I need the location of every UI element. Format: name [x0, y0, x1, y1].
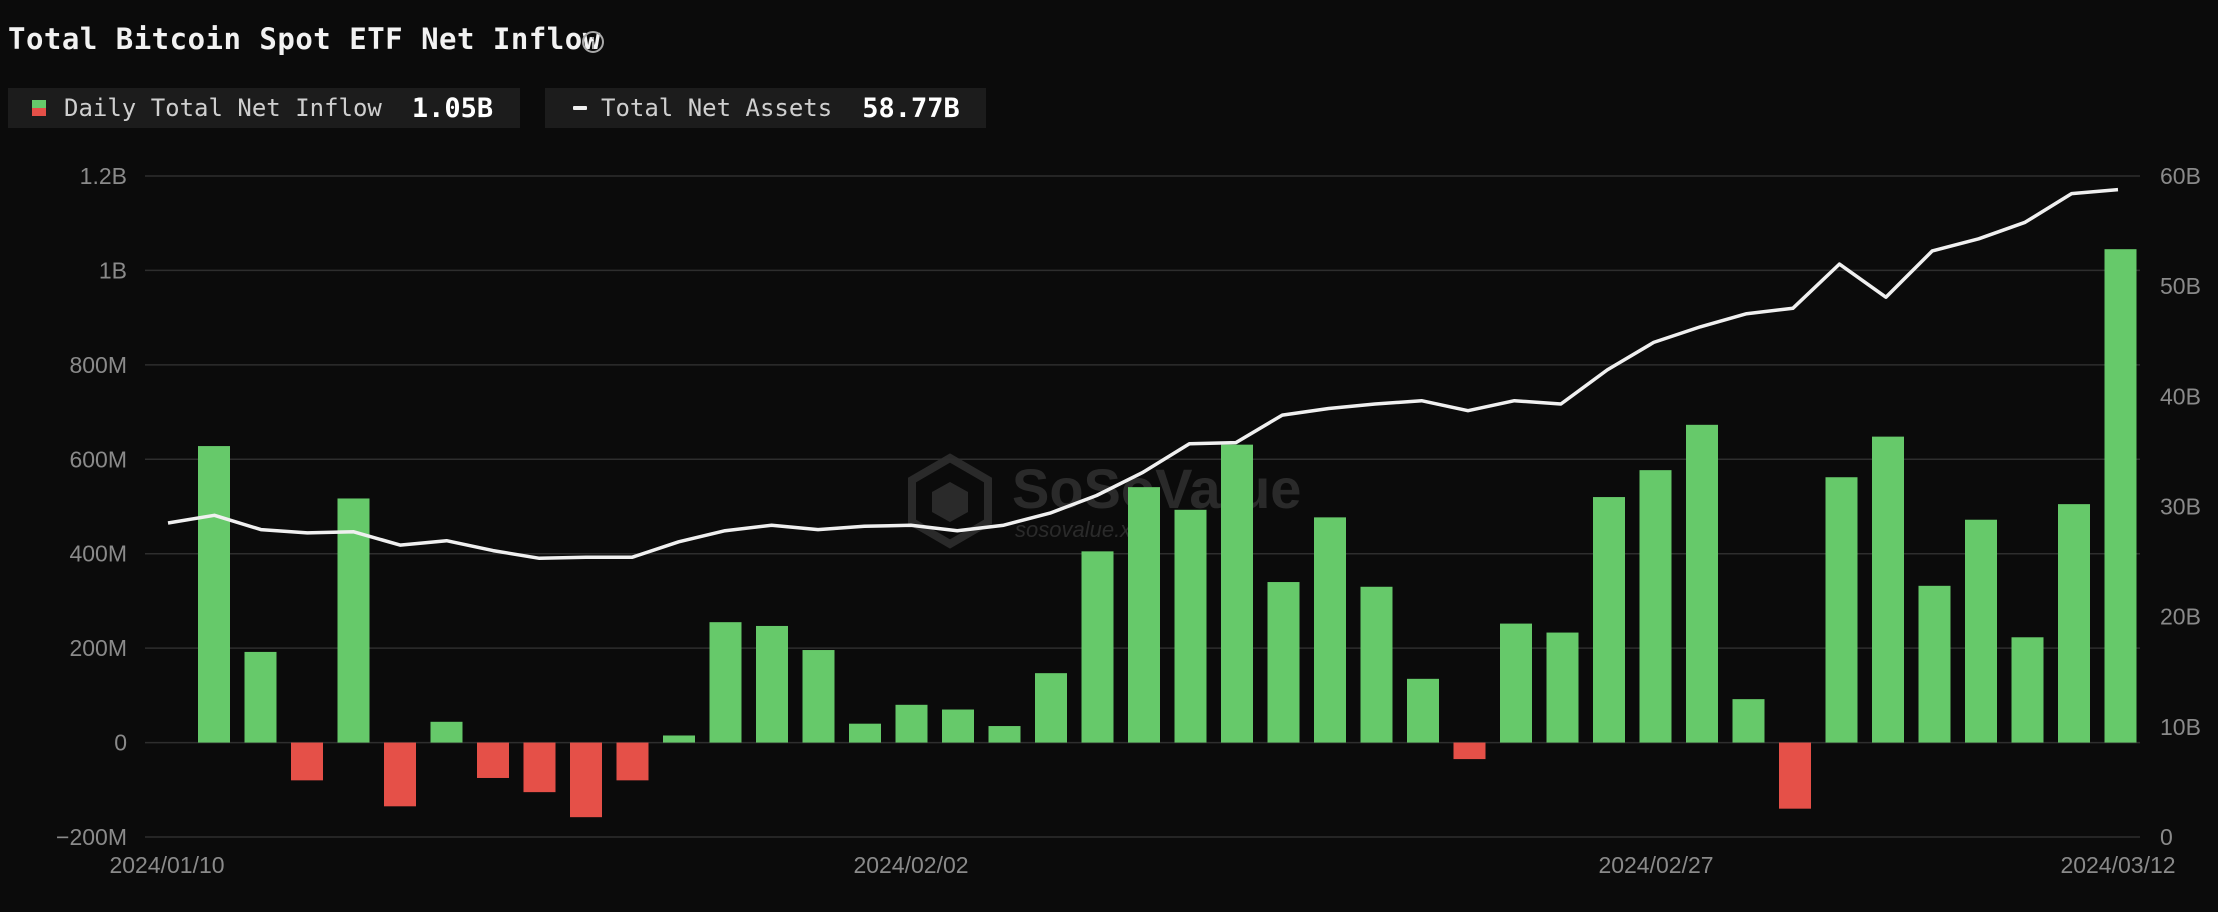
inflow-bar[interactable]	[849, 723, 881, 743]
inflow-bar[interactable]	[337, 498, 370, 743]
y-left-tick: 0	[114, 730, 127, 756]
y-right-tick: 20B	[2160, 604, 2201, 630]
info-icon[interactable]	[582, 31, 604, 53]
inflow-bar[interactable]	[244, 651, 277, 743]
inflow-bar[interactable]	[1081, 551, 1114, 743]
inflow-bar[interactable]	[802, 650, 835, 743]
y-right-tick: 0	[2160, 824, 2173, 850]
inflow-bar[interactable]	[523, 742, 556, 793]
y-right-tick: 50B	[2160, 273, 2201, 299]
inflow-bar[interactable]	[1918, 585, 1951, 743]
inflow-bar[interactable]	[1360, 586, 1393, 743]
inflow-bar[interactable]	[988, 726, 1021, 743]
inflow-bar[interactable]	[2104, 249, 2137, 743]
inflow-bar[interactable]	[291, 742, 323, 781]
inflow-bar[interactable]	[616, 742, 649, 781]
inflow-bar[interactable]	[198, 446, 230, 743]
inflow-bar[interactable]	[2011, 637, 2044, 743]
inflow-bar[interactable]	[1965, 519, 1997, 743]
inflow-bar[interactable]	[663, 735, 695, 743]
inflow-bar[interactable]	[942, 709, 974, 743]
inflow-bar[interactable]	[570, 742, 602, 818]
line-series	[167, 187, 2119, 561]
y-left-tick: 800M	[69, 352, 127, 378]
y-right-tick: 40B	[2160, 383, 2201, 409]
inflow-bar[interactable]	[2058, 504, 2090, 743]
legend-inflow-label: Daily Total Net Inflow	[64, 94, 382, 122]
x-tick: 2024/02/02	[853, 852, 968, 878]
bars	[198, 249, 2137, 818]
inflow-bar[interactable]	[709, 622, 742, 743]
inflow-bar[interactable]	[895, 704, 928, 743]
y-left-tick: 200M	[69, 635, 127, 661]
inflow-bar[interactable]	[1639, 470, 1672, 743]
y-right-tick: 60B	[2160, 163, 2201, 189]
legend-daily-inflow[interactable]: Daily Total Net Inflow 1.05B	[8, 88, 520, 128]
x-tick: 2024/01/10	[109, 852, 224, 878]
inflow-bar[interactable]	[1267, 582, 1300, 743]
y-left-tick: −200M	[56, 824, 127, 850]
legend-assets-label: Total Net Assets	[601, 94, 833, 122]
inflow-bar[interactable]	[477, 742, 509, 778]
inflow-bar[interactable]	[1593, 497, 1625, 743]
y-left-tick: 600M	[69, 446, 127, 472]
inflow-bar[interactable]	[1128, 487, 1160, 743]
inflow-bar[interactable]	[1221, 444, 1253, 743]
inflow-bar[interactable]	[1732, 699, 1765, 743]
inflow-bar[interactable]	[1872, 436, 1904, 743]
sosovalue-logo-icon	[908, 453, 992, 549]
legend-inflow-value: 1.05B	[411, 92, 494, 124]
inflow-bar[interactable]	[430, 721, 463, 743]
inflow-bar[interactable]	[1174, 509, 1207, 743]
chart-title: Total Bitcoin Spot ETF Net Inflow	[8, 22, 601, 56]
y-right-tick: 30B	[2160, 494, 2201, 520]
inflow-bar[interactable]	[1686, 424, 1718, 743]
bar-swatch-icon	[32, 100, 46, 116]
legend-assets-value: 58.77B	[862, 92, 960, 124]
y-left-tick: 400M	[69, 541, 127, 567]
y-axis-left: −200M 0 200M 400M 600M 800M 1B 1.2B	[56, 163, 127, 850]
inflow-bar[interactable]	[1500, 623, 1532, 743]
inflow-bar[interactable]	[1779, 742, 1811, 809]
inflow-bar[interactable]	[1035, 673, 1067, 743]
x-tick: 2024/03/12	[2060, 852, 2175, 878]
legend-total-assets[interactable]: Total Net Assets 58.77B	[545, 88, 986, 128]
x-tick: 2024/02/27	[1598, 852, 1713, 878]
inflow-bar[interactable]	[1314, 517, 1346, 743]
y-axis-right: 0 10B 20B 30B 40B 50B 60B	[2160, 163, 2201, 850]
inflow-bar[interactable]	[1407, 678, 1439, 743]
inflow-bar[interactable]	[756, 625, 788, 743]
line-swatch-icon	[573, 106, 587, 110]
inflow-bar[interactable]	[384, 742, 416, 807]
y-right-tick: 10B	[2160, 714, 2201, 740]
net-assets-line[interactable]	[167, 187, 2119, 561]
inflow-bar[interactable]	[1453, 742, 1486, 760]
x-axis: 2024/01/10 2024/02/02 2024/02/27 2024/03/12	[109, 852, 2175, 878]
inflow-bar[interactable]	[1546, 632, 1579, 743]
y-left-tick: 1B	[99, 257, 127, 283]
inflow-bar[interactable]	[1825, 477, 1858, 743]
y-left-tick: 1.2B	[80, 163, 127, 189]
